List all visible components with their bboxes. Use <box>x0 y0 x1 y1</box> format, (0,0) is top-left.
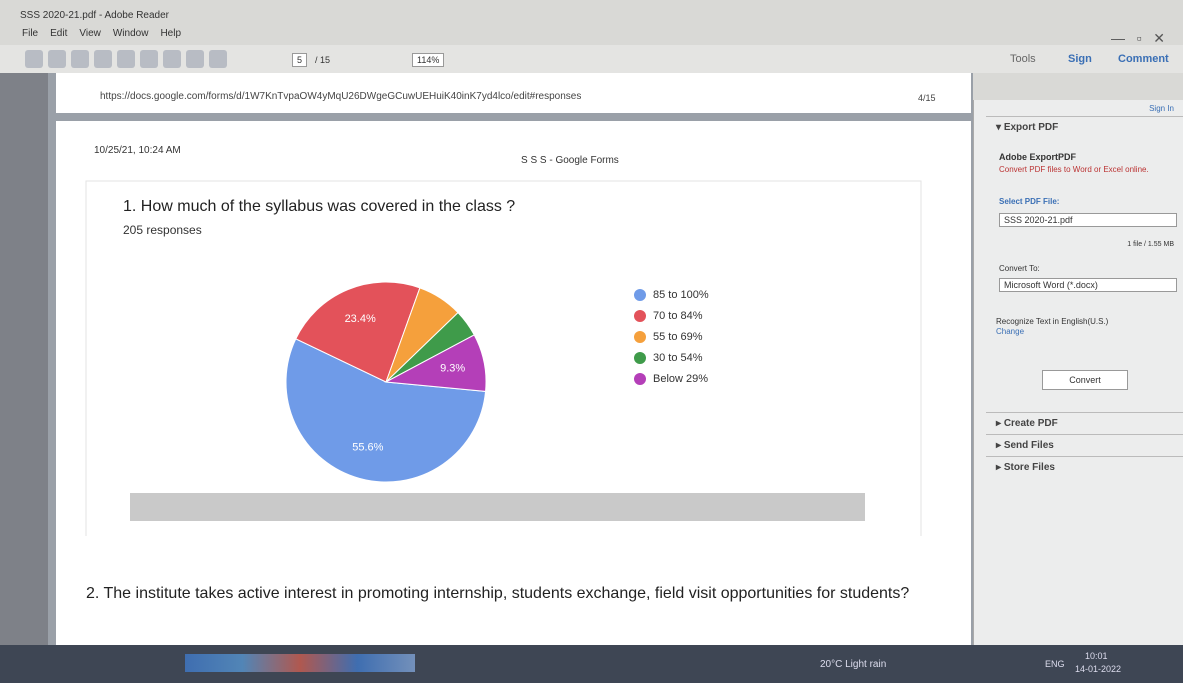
chart-subtitle: 205 responses <box>123 223 202 237</box>
slice-label: 23.4% <box>345 313 376 325</box>
select-label: Select PDF File: <box>999 197 1060 206</box>
legend-swatch <box>634 352 646 364</box>
scrollbar[interactable] <box>130 493 865 521</box>
pie-slice <box>295 281 421 383</box>
window-title: SSS 2020-21.pdf - Adobe Reader <box>20 10 169 21</box>
section-title: Send Files <box>1003 440 1054 451</box>
file-info: 1 file / 1.55 MB <box>1127 241 1174 248</box>
pie-slice <box>285 338 487 483</box>
timestamp: 10/25/21, 10:24 AM <box>94 145 181 156</box>
chart-title: 1. How much of the syllabus was covered … <box>123 198 515 215</box>
service-name: Adobe ExportPDF <box>999 152 1077 162</box>
panel-section[interactable]: ▸ Send Files <box>986 434 1183 456</box>
menu-item[interactable]: Help <box>160 28 182 39</box>
change-link[interactable]: Change <box>996 327 1025 336</box>
legend-label: 55 to 69% <box>653 331 703 343</box>
toolbar-icons[interactable] <box>25 50 232 68</box>
page-url: https://docs.google.com/forms/d/1W7KnTvp… <box>100 91 582 102</box>
panel-section[interactable]: ▸ Create PDF <box>986 412 1183 434</box>
left-sidebar <box>0 73 48 645</box>
chart: 1. How much of the syllabus was covered … <box>85 180 922 536</box>
recognize-text: Recognize Text in English(U.S.) <box>996 317 1109 326</box>
question-2: 2. The institute takes active interest i… <box>86 585 910 602</box>
service-description: Convert PDF files to Word or Excel onlin… <box>999 165 1149 174</box>
file-name[interactable]: SSS 2020-21.pdf <box>999 213 1177 227</box>
legend-swatch <box>634 331 646 343</box>
export-title: Export PDF <box>1003 122 1059 133</box>
sign-in[interactable]: Sign In <box>1149 104 1174 113</box>
convert-button[interactable]: Convert <box>1042 370 1128 390</box>
site-name: S S S - Google Forms <box>521 155 619 166</box>
legend-swatch <box>634 289 646 301</box>
legend-label: 30 to 54% <box>653 352 703 364</box>
legend-swatch <box>634 373 646 385</box>
taskbar-apps[interactable] <box>185 654 415 672</box>
page-count: / 15 <box>315 55 331 65</box>
pie-slice <box>384 334 487 392</box>
clock-time: 10:01 <box>1085 651 1108 661</box>
toolbar: 5 / 15 114% Tools Sign Comment <box>0 45 1183 73</box>
tab-comment[interactable]: Comment <box>1118 53 1169 65</box>
panel-sections: ▸ Create PDF ▸ Send Files ▸ Store Files <box>986 412 1183 478</box>
card <box>85 180 922 536</box>
section-title: Store Files <box>1003 462 1055 473</box>
menu-bar: File Edit View Window Help <box>22 28 193 39</box>
language: ENG <box>1045 659 1065 669</box>
weather: 20°C Light rain <box>820 659 887 670</box>
tab-sign[interactable]: Sign <box>1068 53 1092 65</box>
slice-label: 55.6% <box>352 441 383 453</box>
zoom-input[interactable]: 114% <box>412 53 445 67</box>
menu-item[interactable]: Edit <box>50 28 68 39</box>
window-controls[interactable]: — ▫ ✕ <box>1110 30 1165 46</box>
section-title: Create PDF <box>1003 418 1058 429</box>
previous-page: https://docs.google.com/forms/d/1W7KnTvp… <box>56 73 971 113</box>
taskbar: 20°C Light rain ENG 10:01 14-01-2022 <box>0 645 1183 683</box>
page-label: 4/15 <box>918 93 936 103</box>
menu-item[interactable]: View <box>79 28 101 39</box>
panel-section[interactable]: ▸ Store Files <box>986 456 1183 478</box>
legend-label: Below 29% <box>653 373 708 385</box>
menu-item[interactable]: File <box>22 28 39 39</box>
menu-item[interactable]: Window <box>112 28 149 39</box>
legend-label: 85 to 100% <box>653 289 709 301</box>
slice-label: 9.3% <box>440 363 465 375</box>
convert-to-label: Convert To: <box>999 264 1040 273</box>
right-panel: Sign In ▾ Export PDF Adobe ExportPDF Con… <box>973 100 1183 645</box>
tab-tools[interactable]: Tools <box>1010 53 1036 65</box>
export-header[interactable]: ▾ Export PDF <box>986 116 1183 138</box>
legend-label: 70 to 84% <box>653 310 703 322</box>
format-select[interactable]: Microsoft Word (*.docx) <box>999 278 1177 292</box>
legend-swatch <box>634 310 646 322</box>
page-input[interactable]: 5 <box>292 53 308 67</box>
clock-date: 14-01-2022 <box>1075 664 1122 674</box>
